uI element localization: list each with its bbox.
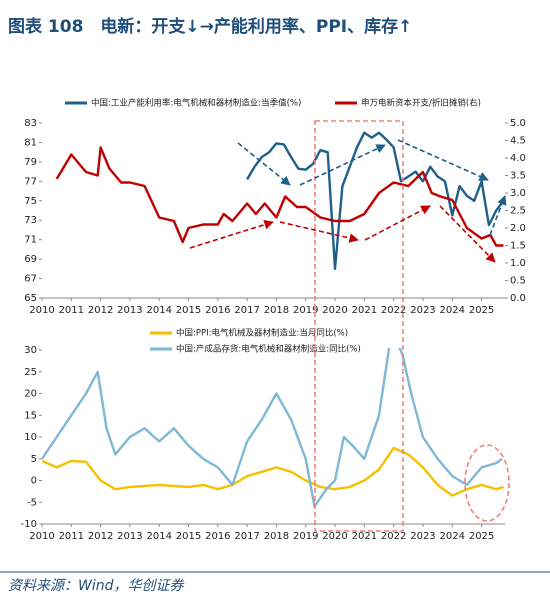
y-tick-label: 75 <box>24 196 37 207</box>
x-tick-label: 2016 <box>205 305 230 316</box>
x-tick-label: 2014 <box>146 305 171 316</box>
arrow <box>439 205 496 263</box>
x-tick-label: 2020 <box>322 531 347 542</box>
x-tick-label: 2013 <box>117 305 142 316</box>
legend-label: 申万电新资本开支/折旧摊销(右) <box>361 98 481 109</box>
highlight-box <box>314 120 404 532</box>
y2-tick-label: 1.5 <box>510 241 526 252</box>
source: 资料来源：Wind，华创证券 <box>8 578 184 594</box>
x-tick-label: 2020 <box>322 305 347 316</box>
series-line <box>42 446 504 497</box>
y2-tick-label: 5.0 <box>510 118 526 129</box>
y-tick-label: 0 <box>31 476 37 487</box>
x-tick-label: 2023 <box>410 531 435 542</box>
y-tick-label: 77 <box>24 176 37 187</box>
arrow <box>279 221 359 243</box>
y-tick-label: 65 <box>24 293 37 304</box>
y2-tick-label: 2.0 <box>510 223 526 234</box>
y-tick-label: 20 <box>24 389 37 400</box>
x-tick-label: 2015 <box>176 531 201 542</box>
y2-tick-label: 0.5 <box>510 276 526 287</box>
x-tick-label: 2012 <box>88 531 113 542</box>
y2-tick-label: 3.0 <box>510 188 526 199</box>
x-tick-label: 2012 <box>88 305 113 316</box>
y-tick-label: 25 <box>24 367 37 378</box>
x-tick-label: 2015 <box>176 305 201 316</box>
x-tick-label: 2022 <box>381 305 406 316</box>
y-tick-label: 71 <box>24 235 37 246</box>
y-tick-label: 10 <box>24 432 37 443</box>
series-line <box>42 348 503 508</box>
y2-tick-label: 3.5 <box>510 171 526 182</box>
y2-tick-label: 1.0 <box>510 258 526 269</box>
y-tick-label: 79 <box>24 157 37 168</box>
x-tick-label: 2013 <box>117 531 142 542</box>
arrow <box>237 142 291 186</box>
x-tick-label: 2024 <box>440 531 465 542</box>
x-tick-label: 2018 <box>264 531 289 542</box>
annotations <box>189 120 510 532</box>
x-tick-label: 2016 <box>205 531 230 542</box>
arrow <box>364 205 431 241</box>
y-tick-label: 67 <box>24 274 37 285</box>
x-tick-label: 2011 <box>59 531 84 542</box>
series-group <box>55 131 505 270</box>
y2-tick-label: 4.5 <box>510 136 526 147</box>
series-group <box>42 348 504 508</box>
x-tick-label: 2023 <box>410 305 435 316</box>
legend-label: 中国:PPI:电气机械及器材制造业:当月同比(%) <box>176 328 348 339</box>
series-line <box>55 146 504 247</box>
y-tick-label: -5 <box>27 497 37 508</box>
series-line <box>246 131 505 270</box>
x-tick-label: 2024 <box>440 305 465 316</box>
y-tick-label: -10 <box>21 519 37 530</box>
arrow <box>397 139 489 181</box>
y-tick-label: 83 <box>24 118 37 129</box>
x-tick-label: 2014 <box>146 531 171 542</box>
y2-tick-label: 2.5 <box>510 206 526 217</box>
x-tick-label: 2022 <box>381 531 406 542</box>
y2-tick-label: 0.0 <box>510 293 526 304</box>
y-tick-label: 73 <box>24 215 37 226</box>
x-tick-label: 2010 <box>29 531 54 542</box>
x-tick-label: 2025 <box>469 531 494 542</box>
x-tick-label: 2021 <box>352 531 377 542</box>
y-tick-label: 69 <box>24 254 37 265</box>
y-tick-label: 30 <box>24 345 37 356</box>
y2-tick-label: 4.0 <box>510 153 526 164</box>
x-tick-label: 2019 <box>293 305 318 316</box>
x-tick-label: 2010 <box>29 305 54 316</box>
x-tick-label: 2017 <box>234 305 259 316</box>
legend-label: 中国:产成品存货:电气机械和器材制造业:同比(%) <box>176 344 361 355</box>
legend-label: 中国:工业产能利用率:电气机械和器材制造业:当季值(%) <box>91 98 301 109</box>
x-tick-label: 2021 <box>352 305 377 316</box>
y-tick-label: 5 <box>31 454 37 465</box>
x-tick-label: 2011 <box>59 305 84 316</box>
arrow <box>489 195 507 236</box>
x-tick-label: 2025 <box>469 305 494 316</box>
x-tick-label: 2017 <box>234 531 259 542</box>
y-tick-label: 81 <box>24 137 37 148</box>
title: 图表 108 电新：开支↓→产能利用率、PPI、库存↑ <box>8 16 412 37</box>
y-tick-label: 15 <box>24 410 37 421</box>
x-tick-label: 2019 <box>293 531 318 542</box>
arrow <box>189 220 274 249</box>
x-tick-label: 2018 <box>264 305 289 316</box>
highlight-ellipse <box>464 444 510 522</box>
